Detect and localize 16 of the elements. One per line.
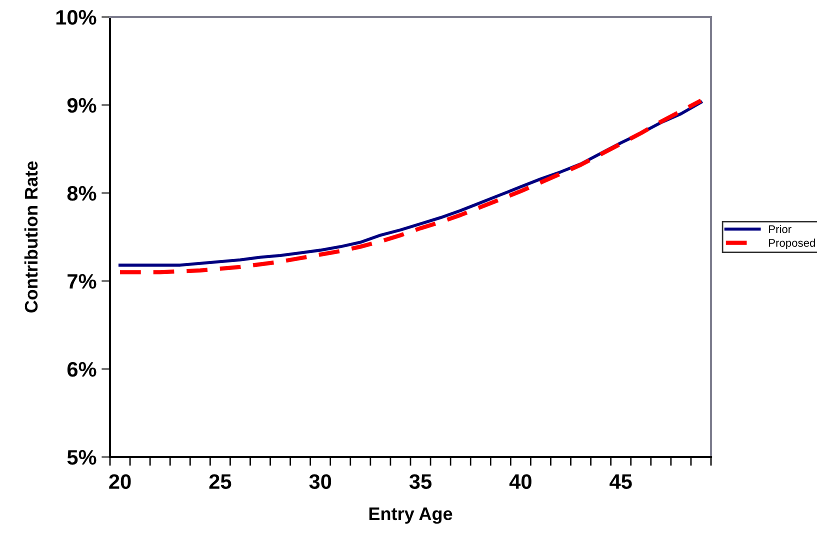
legend-label: Prior xyxy=(769,224,792,234)
legend-label: Proposed xyxy=(769,238,815,250)
y-tick-label: 10% xyxy=(56,10,96,25)
y-axis-title: Contribution Rate xyxy=(24,161,38,312)
x-tick-label: 30 xyxy=(309,474,332,489)
y-tick-label: 5% xyxy=(67,450,96,465)
x-tick-label: 20 xyxy=(109,474,131,489)
y-tick-label: 7% xyxy=(68,274,96,289)
y-tick-label: 9% xyxy=(67,98,96,113)
y-tick-label: 8% xyxy=(67,186,96,201)
y-tick-label: 6% xyxy=(67,362,96,377)
x-tick-label: 40 xyxy=(509,474,532,489)
x-tick-label: 25 xyxy=(209,474,232,489)
x-tick-label: 35 xyxy=(409,474,432,489)
x-tick-label: 45 xyxy=(610,474,632,489)
x-axis-title: Entry Age xyxy=(369,508,452,524)
